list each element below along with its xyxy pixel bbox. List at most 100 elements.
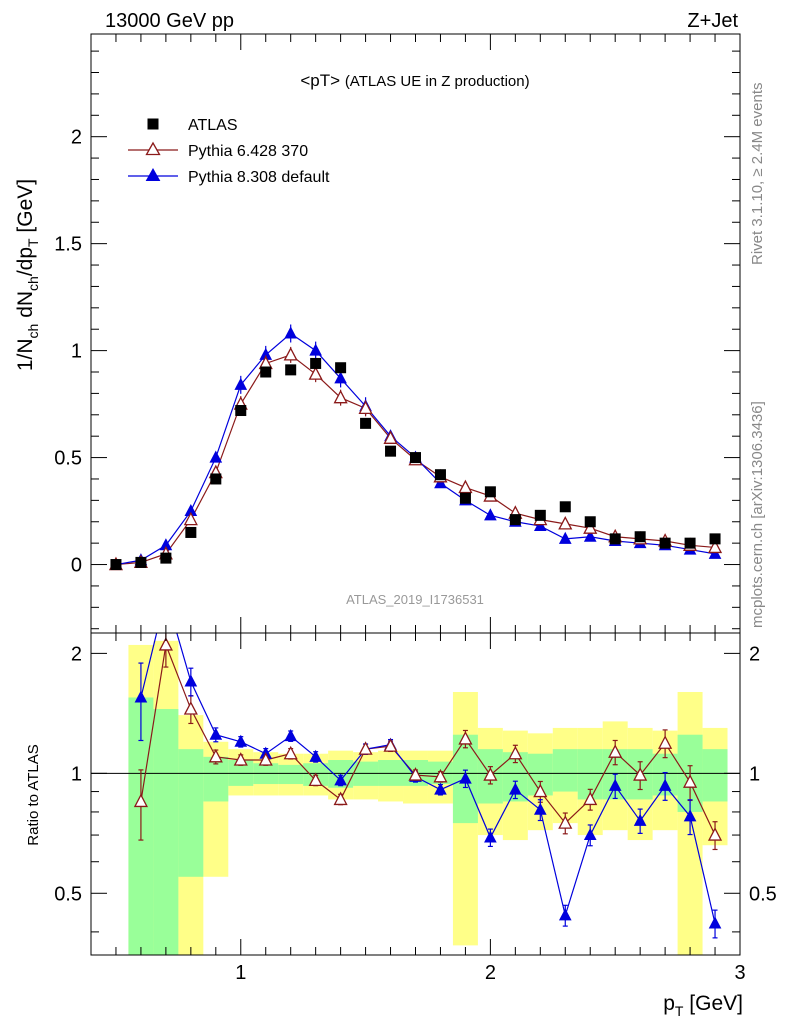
pythia8-point [558, 531, 572, 544]
ratio-pythia6-point [233, 752, 248, 766]
ratio-pythia6-point [358, 741, 373, 755]
pythia8-point [309, 343, 322, 356]
ratio-plot-area [91, 589, 740, 955]
pythia8-point [583, 529, 597, 542]
main-ytick-label: 2 [71, 127, 82, 149]
main-ytick-label: 0.5 [54, 448, 82, 470]
pythia8-point [234, 377, 248, 390]
ratio-pythia6-point [683, 774, 698, 788]
atlas-point [235, 405, 247, 417]
ratio-pythia6-point [558, 815, 573, 829]
ratio-pythia6-point [608, 744, 623, 758]
ratio-pythia8-point [484, 830, 497, 843]
pythia6-point [358, 400, 373, 415]
main-y-axis: 0 0.5 1 1.5 2 [54, 50, 740, 630]
atlas-point [459, 492, 471, 504]
ratio-pythia8-curve [140, 633, 716, 924]
energy-label: 13000 GeV pp [105, 10, 234, 32]
analysis-id-label: ATLAS_2019_I1736531 [346, 592, 484, 607]
ratio-pythia6-point [333, 791, 348, 806]
atlas-point [434, 469, 446, 481]
atlas-point [285, 364, 297, 376]
pythia6-point [308, 366, 323, 380]
main-title-sub: (ATLAS UE in Z production) [345, 73, 530, 90]
ratio-pythia6-point [283, 745, 298, 760]
atlas-point [634, 531, 646, 543]
ratio-xtick-label: 2 [485, 962, 496, 984]
legend-entry-pythia8: Pythia 8.308 default [128, 167, 330, 186]
atlas-point [310, 357, 322, 369]
ratio-pythia6-point [183, 701, 198, 715]
pythia6-point [707, 539, 723, 554]
legend-entry-pythia6: Pythia 6.428 370 [128, 141, 308, 160]
ratio-pythia8-point [234, 734, 248, 747]
atlas-point [135, 556, 147, 568]
ratio-pythia8-point [658, 778, 672, 791]
main-ytick-label: 1 [71, 341, 82, 363]
mcplots-label: mcplots.cern.ch [arXiv:1306.3436] [749, 401, 766, 628]
ratio-pythia6-point [383, 738, 398, 752]
ratio-x-axis: 1 2 3 [90, 633, 746, 984]
inner-uncertainty-band [702, 749, 728, 802]
main-y-axis-label: 1/Nch dNch/dpT [GeV] [14, 179, 41, 371]
ratio-pythia6-point [433, 768, 448, 783]
main-plot-area [108, 324, 723, 571]
ratio-pythia8-point [509, 782, 522, 795]
main-x-axis [90, 34, 741, 633]
legend-atlas-label: ATLAS [188, 117, 238, 134]
pythia8-point [284, 326, 298, 339]
rivet-label: Rivet 3.1.10, ≥ 2.4M events [749, 83, 766, 266]
ratio-pythia8-point [708, 916, 722, 929]
ratio-xtick-label: 3 [734, 962, 745, 984]
atlas-point [659, 537, 671, 549]
atlas-point [559, 501, 571, 513]
pythia8-point [533, 518, 547, 532]
main-title: <pT> (ATLAS UE in Z production) [300, 71, 529, 90]
legend-pythia6-marker [145, 141, 161, 156]
ratio-pythia6-point [633, 767, 648, 781]
atlas-point [185, 526, 197, 538]
inner-uncertainty-band [552, 749, 578, 792]
atlas-point [584, 516, 596, 528]
process-label: Z+Jet [687, 10, 738, 32]
ratio-ytick-label: 0.5 [54, 883, 82, 905]
legend-entry-atlas: ATLAS [147, 117, 238, 134]
pythia6-point [558, 515, 573, 530]
ratio-pythia8-point [583, 827, 597, 841]
ratio-y-axis: 0.5 0.5 1 1 2 2 [54, 643, 777, 933]
ratio-pythia8-point [558, 908, 572, 921]
ratio-pythia8-point [608, 778, 622, 791]
atlas-point [534, 509, 546, 521]
ratio-pythia8-point [160, 589, 171, 600]
atlas-point [609, 533, 621, 545]
ratio-pythia6-point [707, 827, 723, 841]
atlas-point [484, 486, 496, 498]
ratio-pythia8-point [284, 729, 298, 742]
ratio-pythia6-point [158, 637, 173, 651]
pythia8-point [334, 371, 347, 384]
pythia8-point [209, 450, 223, 463]
atlas-point [360, 417, 372, 429]
main-ytick-label: 1.5 [54, 234, 82, 256]
pythia6-point [183, 511, 198, 526]
ratio-panel: 0.5 0.5 1 1 2 2 1 2 3 Ratio to ATLAS [25, 589, 777, 984]
ratio-pythia8-point [309, 749, 322, 762]
legend: ATLAS Pythia 6.428 370 Pythia 8.308 defa… [128, 117, 330, 186]
ratio-pythia8-point [459, 771, 472, 784]
ratio-ytick-label: 1 [71, 763, 82, 785]
atlas-point [684, 537, 696, 549]
ratio-ytick-label-right: 0.5 [749, 883, 777, 905]
legend-pythia8-label: Pythia 8.308 default [188, 169, 330, 186]
pythia6-point [283, 346, 298, 361]
ratio-pythia6-point [208, 748, 223, 763]
atlas-point [210, 473, 222, 485]
pythia6-point [333, 389, 348, 404]
ratio-pythia6-point [308, 772, 323, 787]
inner-uncertainty-band [153, 709, 179, 955]
inner-uncertainty-band [178, 749, 204, 877]
legend-atlas-marker [147, 118, 159, 130]
ratio-xtick-label: 1 [235, 962, 246, 984]
ratio-ytick-label-right: 2 [749, 643, 760, 665]
ratio-pythia6-point [583, 791, 598, 806]
ratio-pythia6-point [508, 745, 523, 760]
